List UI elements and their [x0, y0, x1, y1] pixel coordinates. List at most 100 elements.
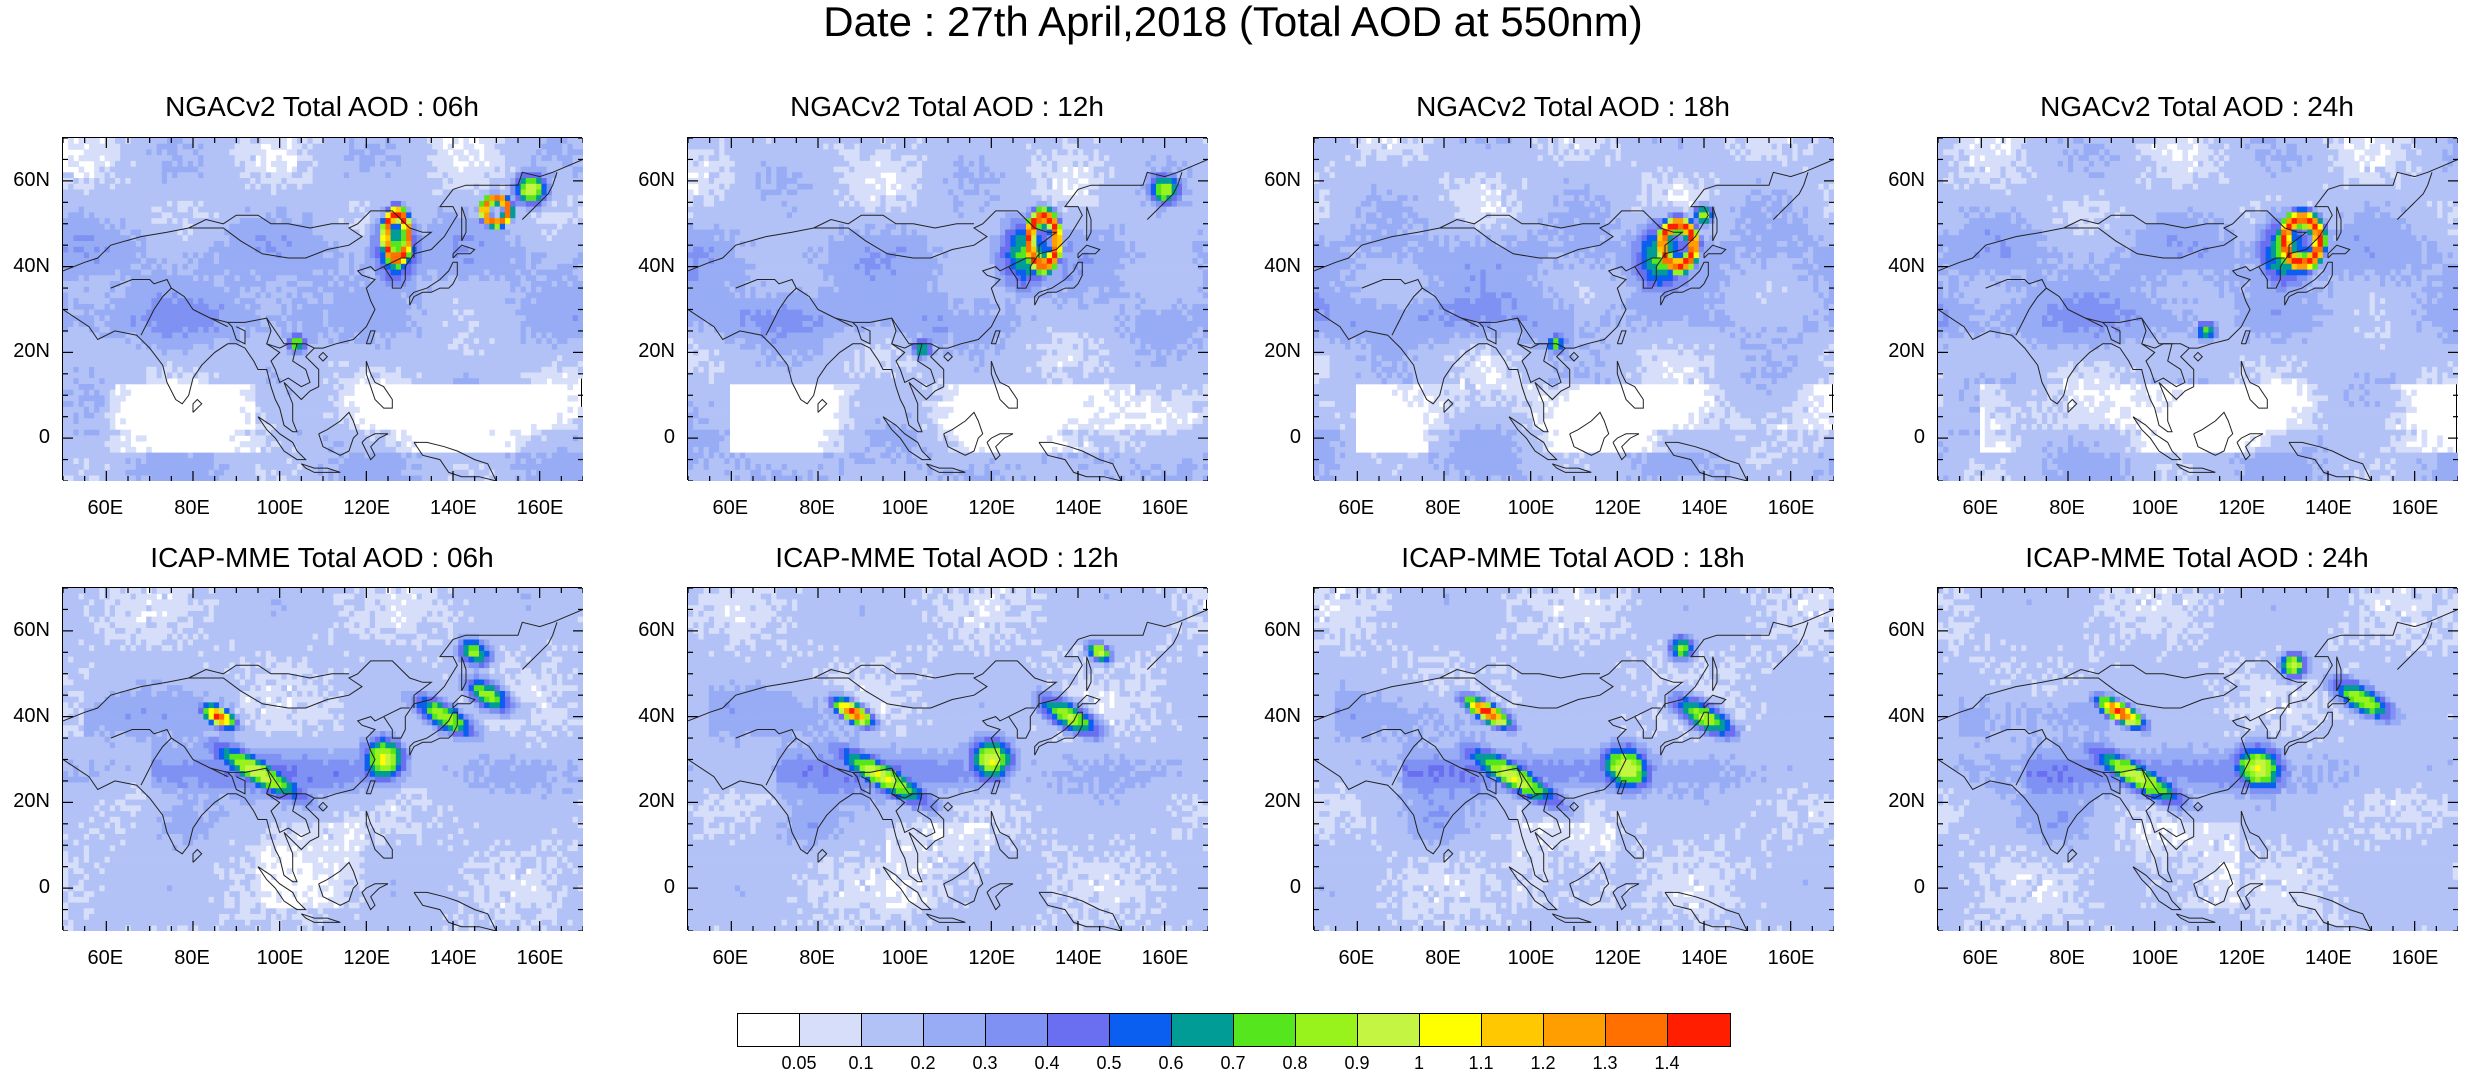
lon-tick-label: 120E	[1594, 498, 1638, 518]
lon-tick-label: 80E	[795, 948, 839, 968]
lon-tick-label: 140E	[2305, 498, 2349, 518]
lon-tick-label: 140E	[1055, 948, 1099, 968]
lon-tick-label: 140E	[1681, 498, 1725, 518]
aod-field	[688, 588, 1208, 931]
lon-tick-label: 60E	[708, 498, 752, 518]
lat-tick-label: 60N	[629, 170, 675, 190]
colorbar-swatch	[738, 1014, 800, 1046]
lat-tick-label: 40N	[1255, 256, 1301, 276]
colorbar-swatch	[1482, 1014, 1544, 1046]
colorbar-swatch	[1172, 1014, 1234, 1046]
lat-tick-label: 20N	[1879, 791, 1925, 811]
lon-tick-label: 100E	[2132, 498, 2176, 518]
aod-map-icap-mme-18h	[1313, 587, 1833, 930]
aod-map-icap-mme-6h	[62, 587, 582, 930]
lat-tick-label: 20N	[4, 791, 50, 811]
colorbar-label: 1.3	[1580, 1054, 1630, 1072]
panel-title: ICAP-MME Total AOD : 12h	[667, 543, 1227, 573]
colorbar-label: 1	[1394, 1054, 1444, 1072]
colorbar-label: 0.6	[1146, 1054, 1196, 1072]
lon-tick-label: 160E	[517, 498, 561, 518]
colorbar-label: 0.5	[1084, 1054, 1134, 1072]
lat-tick-label: 40N	[629, 256, 675, 276]
panel-title: NGACv2 Total AOD : 18h	[1293, 92, 1853, 122]
panel-title: NGACv2 Total AOD : 12h	[667, 92, 1227, 122]
lat-tick-label: 60N	[4, 620, 50, 640]
aod-field	[1314, 138, 1834, 481]
lat-tick-label: 0	[629, 877, 675, 897]
colorbar-label: 0.7	[1208, 1054, 1258, 1072]
aod-field	[63, 588, 583, 931]
lon-tick-label: 140E	[430, 948, 474, 968]
lon-tick-label: 60E	[1334, 498, 1378, 518]
aod-field	[1314, 588, 1834, 931]
lon-tick-label: 100E	[2132, 948, 2176, 968]
lat-tick-label: 0	[1879, 427, 1925, 447]
lon-tick-label: 60E	[83, 948, 127, 968]
lon-tick-label: 120E	[343, 948, 387, 968]
lon-tick-label: 80E	[2045, 948, 2089, 968]
lon-tick-label: 80E	[1421, 498, 1465, 518]
lat-tick-label: 0	[629, 427, 675, 447]
lon-tick-label: 100E	[882, 498, 926, 518]
colorbar-swatch	[1358, 1014, 1420, 1046]
aod-field	[1938, 138, 2458, 481]
lon-tick-label: 100E	[882, 948, 926, 968]
panel-title: NGACv2 Total AOD : 24h	[1917, 92, 2466, 122]
lat-tick-label: 40N	[4, 256, 50, 276]
lon-tick-label: 80E	[170, 498, 214, 518]
colorbar-swatch	[986, 1014, 1048, 1046]
aod-field	[63, 138, 583, 481]
panel-title: ICAP-MME Total AOD : 18h	[1293, 543, 1853, 573]
lon-tick-label: 120E	[343, 498, 387, 518]
lat-tick-label: 60N	[629, 620, 675, 640]
colorbar-label: 1.4	[1642, 1054, 1692, 1072]
colorbar-label: 0.3	[960, 1054, 1010, 1072]
lat-tick-label: 40N	[629, 706, 675, 726]
panel-title: ICAP-MME Total AOD : 24h	[1917, 543, 2466, 573]
lat-tick-label: 0	[4, 427, 50, 447]
lat-tick-label: 20N	[1255, 791, 1301, 811]
colorbar-label: 0.9	[1332, 1054, 1382, 1072]
lon-tick-label: 100E	[257, 498, 301, 518]
lat-tick-label: 20N	[1255, 341, 1301, 361]
lon-tick-label: 160E	[1768, 498, 1812, 518]
lon-tick-label: 120E	[2218, 948, 2262, 968]
aod-map-icap-mme-24h	[1937, 587, 2457, 930]
lon-tick-label: 160E	[1768, 948, 1812, 968]
lat-tick-label: 20N	[1879, 341, 1925, 361]
lat-tick-label: 20N	[4, 341, 50, 361]
colorbar-label: 0.8	[1270, 1054, 1320, 1072]
lat-tick-label: 40N	[1255, 706, 1301, 726]
lat-tick-label: 40N	[4, 706, 50, 726]
lat-tick-label: 60N	[1255, 620, 1301, 640]
aod-map-ngacv2-18h	[1313, 137, 1833, 480]
lon-tick-label: 120E	[2218, 498, 2262, 518]
colorbar-label: 0.05	[774, 1054, 824, 1072]
lon-tick-label: 160E	[1142, 498, 1186, 518]
aod-map-ngacv2-24h	[1937, 137, 2457, 480]
lon-tick-label: 140E	[1055, 498, 1099, 518]
colorbar-swatch	[1110, 1014, 1172, 1046]
lon-tick-label: 160E	[517, 948, 561, 968]
lon-tick-label: 60E	[708, 948, 752, 968]
lat-tick-label: 60N	[1879, 170, 1925, 190]
aod-map-ngacv2-12h	[687, 137, 1207, 480]
lat-tick-label: 0	[1255, 877, 1301, 897]
colorbar-swatch	[1420, 1014, 1482, 1046]
lon-tick-label: 60E	[1958, 498, 2002, 518]
lon-tick-label: 100E	[1508, 948, 1552, 968]
lon-tick-label: 80E	[795, 498, 839, 518]
lat-tick-label: 20N	[629, 791, 675, 811]
lon-tick-label: 80E	[2045, 498, 2089, 518]
panel-title: NGACv2 Total AOD : 06h	[42, 92, 602, 122]
lat-tick-label: 60N	[1879, 620, 1925, 640]
lat-tick-label: 40N	[1879, 256, 1925, 276]
aod-field	[688, 138, 1208, 481]
lon-tick-label: 160E	[1142, 948, 1186, 968]
lat-tick-label: 0	[4, 877, 50, 897]
lon-tick-label: 80E	[1421, 948, 1465, 968]
lon-tick-label: 100E	[1508, 498, 1552, 518]
lon-tick-label: 100E	[257, 948, 301, 968]
colorbar-swatch	[1234, 1014, 1296, 1046]
